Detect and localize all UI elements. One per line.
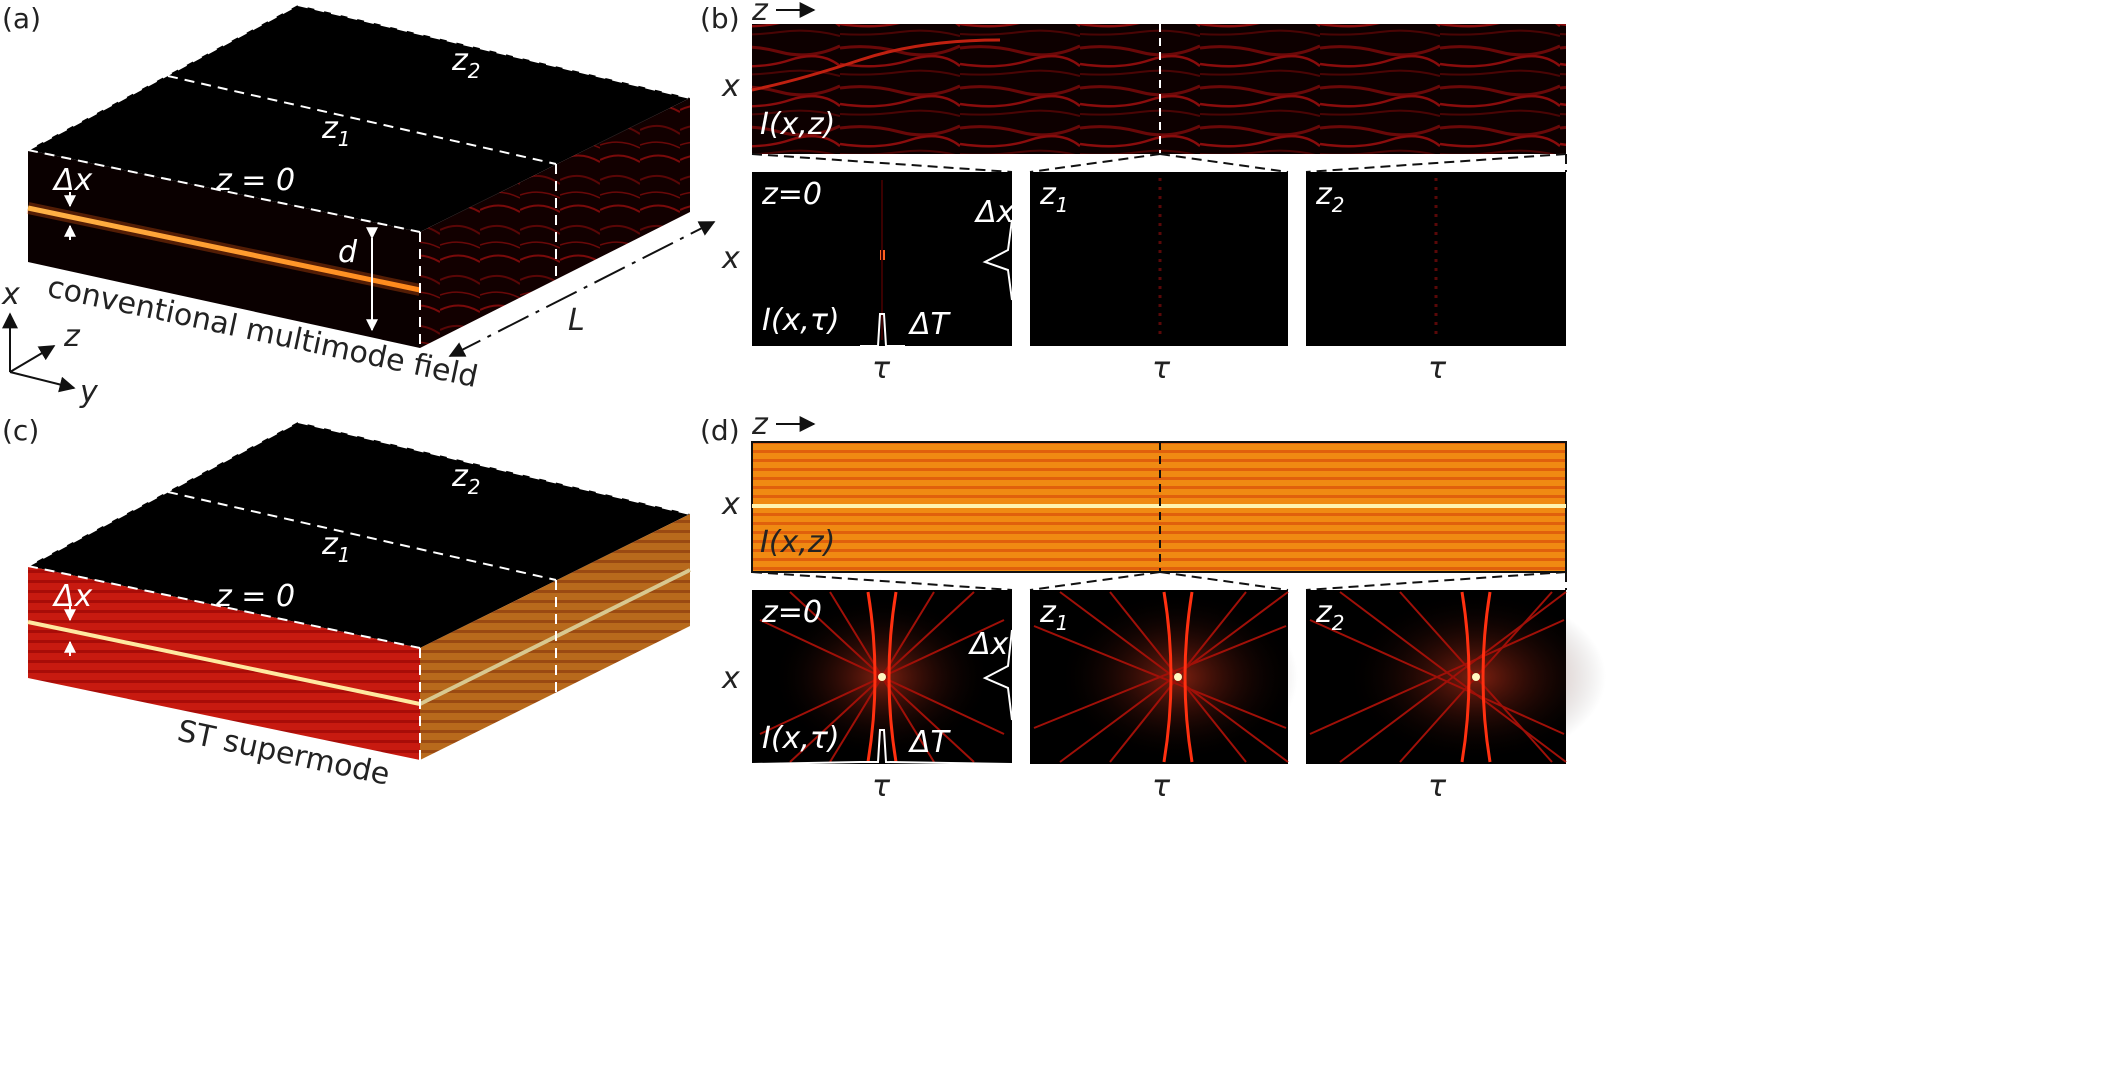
panel-b-sub1-profile [982,219,1013,301]
panel-d-tau-2: τ [1152,769,1171,804]
panel-c-label: (c) [2,414,39,447]
panel-b-label: (b) [700,2,740,35]
triad-y-arrow [9,371,76,393]
panel-d-z-label: z [751,407,769,442]
slab-c-dx-label: Δx [52,579,93,614]
panel-d-tau-3: τ [1428,769,1447,804]
panel-b-map-label: I(x,z) [760,107,835,142]
panel-a-label: (a) [2,2,41,35]
panel-d-sub3: z2 [1306,590,1606,764]
panel-b-sub-x-label: x [721,241,740,276]
panel-b-connectors [751,153,1567,173]
panel-d-sub2-central-x [1162,591,1194,763]
panel-b-sub1-label: z=0 [761,177,822,212]
slab-a-z0-label: z = 0 [215,163,295,198]
panel-d-sub2: z1 [1030,590,1298,764]
panel-a: (a) z2 z1 z = 0 Δx d conventional multim… [1,2,716,410]
panel-d-tau-1: τ [872,769,891,804]
panel-d-sub2-center [1174,673,1182,681]
panel-d-map-label: I(x,z) [760,525,835,560]
slab-a-d-label: d [338,235,358,270]
panel-b-z-label: z [751,0,769,28]
panel-d: (d) z x I(x,z) z [700,407,1606,804]
panel-d-sub1-central-x [866,591,898,763]
axes-triad: x y z [1,277,99,410]
slab-a-beam [27,205,421,293]
panel-b-sub1-pulse [860,313,905,347]
panel-d-sub1-map-label: I(x,τ) [762,721,840,756]
panel-d-label: (d) [700,414,740,447]
panel-d-dx-label: Δx [968,627,1009,662]
panel-b-map-beam [751,38,1001,92]
panel-b-sub1-map-label: I(x,τ) [762,303,840,338]
panel-d-sub2-label: z1 [1039,595,1068,635]
panel-b: (b) z x I(x,z) z=0 I(x,τ) Δx ΔT x z1 [700,0,1567,386]
slab-c-beam [27,620,421,706]
slab-a-beam-glow [26,202,422,296]
panel-d-sub3-center [1472,673,1480,681]
triad-z-arrow [9,345,56,373]
panel-d-sub1-pulse [751,729,1013,765]
triad-y-label: y [79,375,99,410]
slab-c-z0-label: z = 0 [215,579,295,614]
panel-d-dt-label: ΔT [908,725,952,760]
panel-b-dx-label: Δx [974,195,1015,230]
panel-d-sub3-central-x [1460,591,1492,763]
panel-d-sub-x-label: x [721,661,740,696]
slab-a-L-label: L [568,303,585,338]
panel-b-x-label: x [721,69,740,104]
panel-c: (c) z2 z1 z = 0 Δx ST supermode [2,414,691,793]
panel-d-sub1-center [878,673,886,681]
slab-a-L-arrow [448,221,716,357]
panel-b-tau-1: τ [872,351,891,386]
triad-x-label: x [1,277,20,312]
panel-d-sub1: z=0 I(x,τ) Δx ΔT [751,590,1013,765]
panel-d-sub3-label: z2 [1315,595,1344,635]
slab-c-dashes [27,421,691,760]
panel-d-sub1-profile [982,629,1013,721]
panel-d-connectors [751,571,1567,591]
triad-z-label: z [63,319,81,354]
panel-b-tau-3: τ [1428,351,1447,386]
panel-d-x-label: x [721,487,740,522]
panel-b-tau-2: τ [1152,351,1171,386]
panel-d-sub1-label: z=0 [761,595,822,630]
slab-a-z2-label: z2 [451,43,480,83]
slab-a-dx-label: Δx [52,163,93,198]
panel-b-dt-label: ΔT [908,307,952,342]
